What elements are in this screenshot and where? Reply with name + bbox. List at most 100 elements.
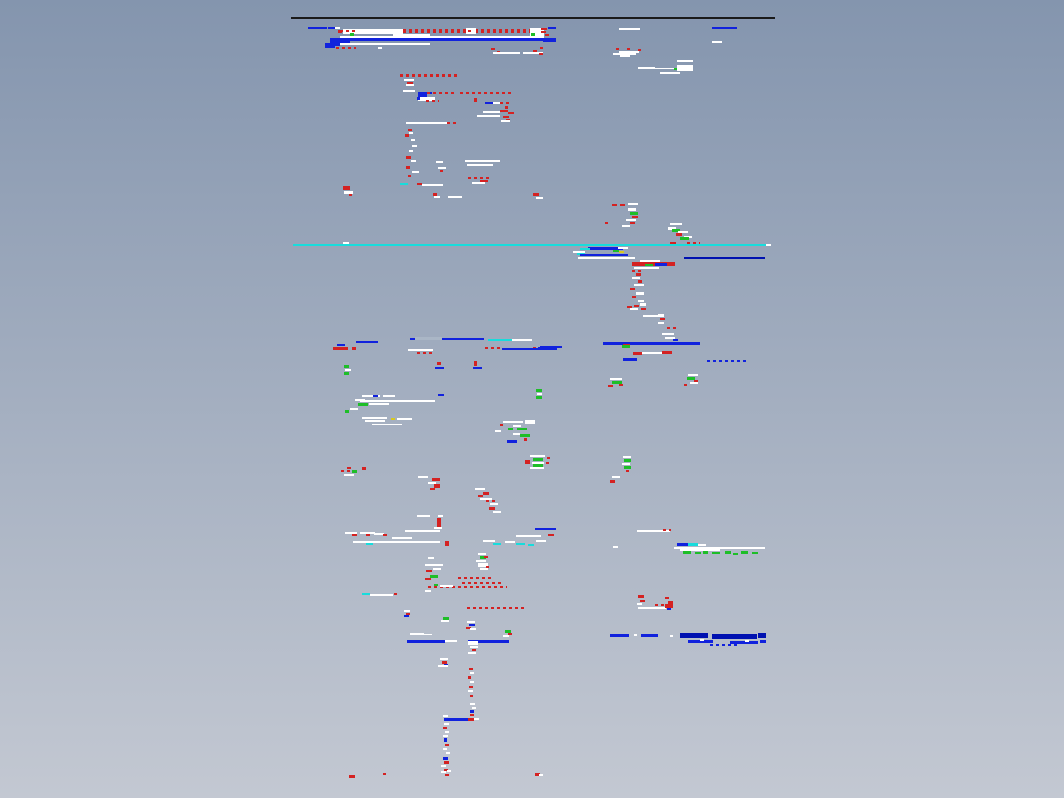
drawing-segment bbox=[340, 43, 430, 45]
drawing-segment bbox=[538, 347, 546, 350]
drawing-segment bbox=[352, 470, 357, 473]
drawing-segment bbox=[667, 608, 671, 610]
drawing-segment bbox=[638, 67, 655, 69]
drawing-segment bbox=[536, 389, 542, 392]
drawing-segment bbox=[608, 385, 613, 387]
drawing-segment bbox=[638, 595, 644, 598]
drawing-segment bbox=[444, 761, 449, 764]
drawing-segment bbox=[362, 593, 370, 595]
drawing-segment bbox=[460, 92, 512, 94]
drawing-segment bbox=[445, 731, 449, 733]
drawing-segment bbox=[495, 430, 501, 432]
drawing-segment bbox=[468, 676, 471, 679]
drawing-segment bbox=[640, 260, 660, 262]
drawing-segment bbox=[467, 607, 525, 609]
drawing-segment bbox=[448, 196, 462, 198]
drawing-segment bbox=[372, 424, 402, 425]
drawing-segment bbox=[638, 607, 666, 609]
drawing-segment bbox=[418, 476, 428, 478]
drawing-segment bbox=[468, 718, 474, 721]
drawing-segment bbox=[373, 395, 378, 397]
drawing-segment bbox=[665, 337, 675, 339]
drawing-segment bbox=[630, 222, 635, 224]
drawing-segment bbox=[468, 652, 476, 654]
drawing-segment bbox=[662, 333, 674, 335]
drawing-segment bbox=[400, 74, 457, 77]
drawing-segment bbox=[467, 621, 475, 623]
drawing-segment bbox=[508, 428, 513, 430]
red-dashed-line bbox=[428, 586, 507, 588]
drawing-segment bbox=[668, 601, 673, 604]
drawing-segment bbox=[470, 628, 476, 630]
drawing-segment bbox=[428, 482, 436, 484]
drawing-segment bbox=[663, 529, 671, 531]
drawing-segment bbox=[525, 420, 535, 424]
drawing-segment bbox=[483, 540, 495, 542]
drawing-segment bbox=[405, 530, 440, 532]
drawing-segment bbox=[470, 672, 474, 674]
drawing-segment bbox=[476, 560, 486, 562]
drawing-segment bbox=[350, 33, 354, 36]
drawing-segment bbox=[530, 467, 544, 469]
drawing-segment bbox=[580, 248, 590, 250]
drawing-segment bbox=[472, 649, 476, 651]
drawing-segment bbox=[409, 150, 413, 152]
drawing-segment bbox=[480, 568, 488, 570]
drawing-segment bbox=[684, 236, 692, 238]
drawing-segment bbox=[478, 563, 488, 567]
drawing-segment bbox=[374, 533, 384, 535]
drawing-segment bbox=[383, 773, 386, 775]
drawing-segment bbox=[613, 546, 618, 548]
drawing-segment bbox=[530, 455, 545, 457]
drawing-segment bbox=[447, 122, 457, 124]
drawing-segment bbox=[525, 460, 530, 464]
drawing-segment bbox=[440, 658, 448, 660]
drawing-segment bbox=[445, 640, 457, 642]
drawing-segment bbox=[330, 38, 350, 43]
drawing-segment bbox=[674, 68, 677, 70]
drawing-segment bbox=[660, 72, 680, 74]
drawing-segment bbox=[362, 417, 387, 419]
drawing-segment bbox=[642, 352, 672, 354]
drawing-segment bbox=[603, 342, 700, 345]
drawing-segment bbox=[673, 339, 678, 341]
drawing-segment bbox=[698, 544, 706, 546]
drawing-segment bbox=[483, 492, 489, 495]
drawing-segment bbox=[443, 715, 448, 717]
drawing-segment bbox=[345, 369, 351, 371]
drawing-segment bbox=[472, 707, 476, 709]
drawing-segment bbox=[637, 603, 642, 605]
drawing-segment bbox=[700, 639, 704, 641]
drawing-segment bbox=[491, 48, 495, 50]
drawing-segment bbox=[690, 382, 698, 384]
drawing-segment bbox=[438, 394, 444, 396]
drawing-segment bbox=[678, 231, 688, 233]
drawing-segment bbox=[308, 27, 327, 29]
drawing-segment bbox=[403, 29, 543, 33]
drawing-segment bbox=[343, 186, 350, 190]
drawing-segment bbox=[501, 120, 510, 122]
drawing-segment bbox=[578, 257, 635, 259]
drawing-segment bbox=[745, 640, 749, 642]
drawing-segment bbox=[474, 98, 477, 102]
drawing-segment bbox=[418, 97, 435, 101]
drawing-segment bbox=[535, 773, 540, 776]
drawing-segment bbox=[362, 467, 366, 470]
drawing-segment bbox=[632, 277, 640, 279]
drawing-segment bbox=[760, 640, 766, 643]
drawing-segment bbox=[766, 244, 771, 246]
drawing-segment bbox=[493, 102, 500, 104]
drawing-segment bbox=[366, 543, 373, 545]
drawing-segment bbox=[472, 182, 485, 184]
drawing-segment bbox=[340, 36, 543, 38]
drawing-segment bbox=[434, 584, 438, 586]
drawing-segment bbox=[533, 464, 543, 467]
drawing-segment bbox=[344, 365, 349, 368]
drawing-segment bbox=[680, 633, 708, 638]
drawing-segment bbox=[618, 247, 628, 249]
drawing-segment bbox=[539, 774, 543, 776]
drawing-segment bbox=[672, 229, 680, 232]
drawing-segment bbox=[406, 84, 414, 86]
drawing-segment bbox=[430, 575, 438, 578]
drawing-segment bbox=[411, 160, 416, 162]
